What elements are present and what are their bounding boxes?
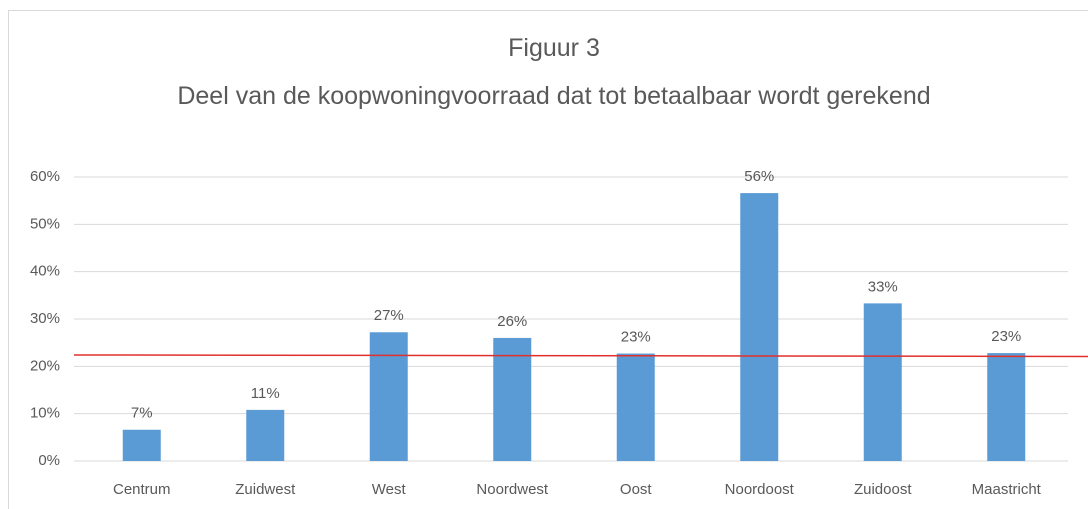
x-tick-label: Oost (620, 481, 653, 498)
reference-line (73, 354, 1088, 358)
y-tick-label: 10% (30, 405, 60, 422)
bar (246, 409, 285, 461)
y-tick-label: 60% (30, 168, 60, 185)
chart-subtitle: Deel van de koopwoningvoorraad dat tot b… (177, 82, 931, 110)
y-tick-label: 30% (30, 310, 60, 327)
x-tick-label: Maastricht (972, 481, 1042, 498)
x-tick-label: Centrum (113, 481, 171, 498)
bar (493, 337, 532, 461)
x-tick-label: West (372, 481, 407, 498)
data-label: 23% (991, 328, 1021, 345)
data-label: 26% (497, 313, 527, 330)
y-tick-label: 20% (30, 357, 60, 374)
y-tick-label: 50% (30, 215, 60, 232)
x-tick-label: Noordwest (476, 481, 549, 498)
y-tick-label: 40% (30, 263, 60, 280)
x-tick-label: Zuidwest (235, 481, 296, 498)
data-label: 33% (868, 278, 898, 295)
data-label: 56% (744, 168, 774, 185)
x-tick-label: Noordoost (725, 481, 795, 498)
bar (987, 353, 1026, 461)
x-tick-label: Zuidoost (854, 481, 912, 498)
bar (369, 332, 408, 461)
data-label: 11% (251, 385, 280, 402)
chart-frame (8, 10, 1088, 509)
data-label: 27% (374, 307, 404, 324)
y-tick-label: 0% (38, 452, 60, 469)
bar (740, 193, 779, 462)
data-label: 23% (621, 329, 651, 346)
data-label: 7% (131, 405, 153, 422)
bar (122, 429, 161, 461)
bar (863, 303, 902, 461)
bar (616, 353, 655, 461)
chart-title: Figuur 3 (508, 34, 600, 62)
